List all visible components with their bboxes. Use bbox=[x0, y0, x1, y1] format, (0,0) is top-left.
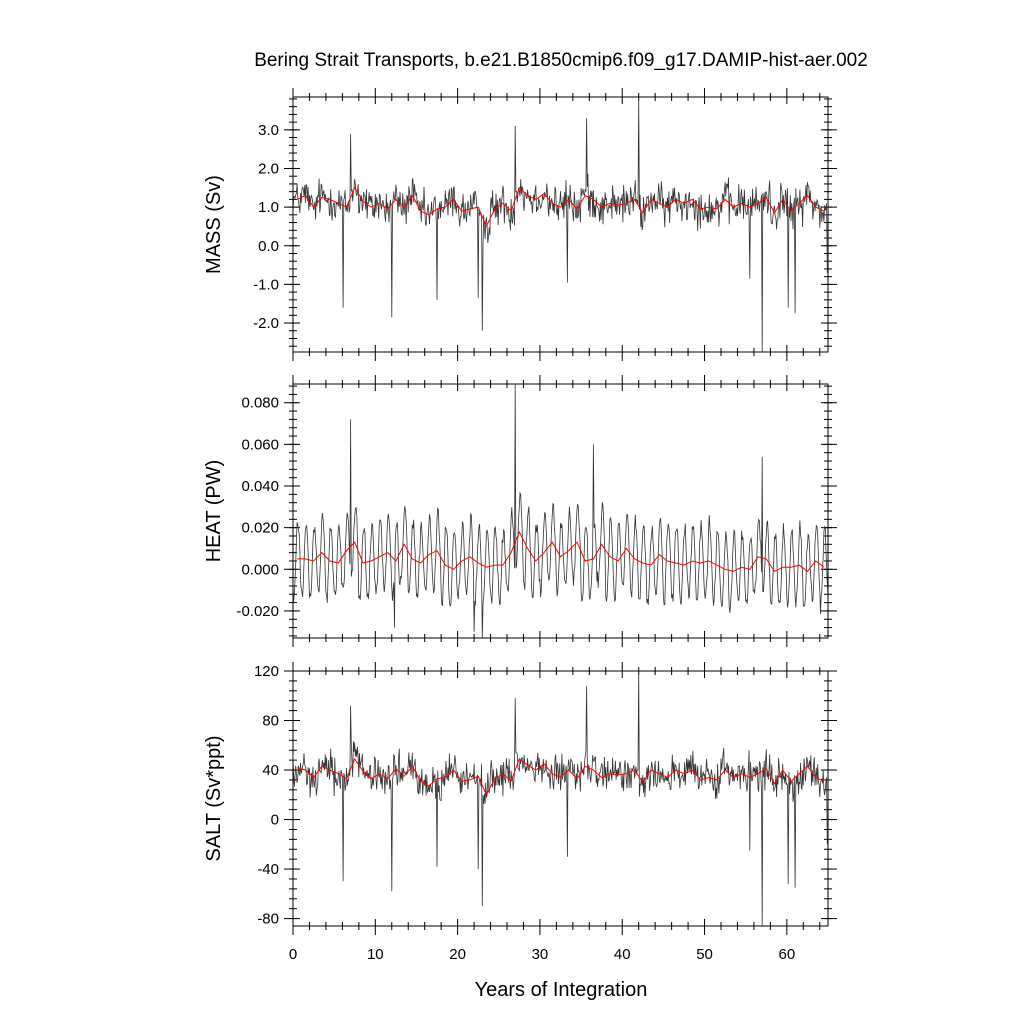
y-tick-label-salt: -80 bbox=[257, 911, 279, 928]
y-tick-label-salt: 120 bbox=[254, 663, 279, 680]
panel-heat: 0.080 0.060 0.040 0.020 0.000 -0.020 HEAT (PW) bbox=[203, 375, 837, 647]
y-tick-label-salt: -40 bbox=[257, 861, 279, 878]
x-axis-title: Years of Integration bbox=[475, 979, 648, 1001]
monthly-series-line-salt bbox=[293, 670, 828, 927]
x-tick-label: 20 bbox=[449, 946, 466, 963]
plot-frame-mass bbox=[292, 96, 829, 353]
monthly-series-line-mass bbox=[293, 96, 828, 353]
y-axis-title-salt: SALT (Sv*ppt) bbox=[203, 736, 225, 862]
y-tick-label-heat: 0.040 bbox=[241, 478, 279, 495]
annual-mean-line-mass bbox=[296, 186, 825, 228]
y-tick-label-heat: -0.020 bbox=[236, 603, 279, 620]
y-tick-label-mass: 0.0 bbox=[258, 238, 279, 255]
y-tick-label-salt: 0 bbox=[271, 812, 279, 829]
y-tick-label-mass: 3.0 bbox=[258, 122, 279, 139]
x-tick-label: 10 bbox=[367, 946, 384, 963]
x-tick-label: 40 bbox=[614, 946, 631, 963]
y-axis-title-heat: HEAT (PW) bbox=[203, 460, 225, 563]
annual-mean-line-salt bbox=[296, 757, 825, 796]
panel-mass: 3.0 2.0 1.0 0.0 -1.0 -2.0 MASS (Sv) bbox=[203, 88, 837, 361]
y-tick-label-mass: 2.0 bbox=[258, 160, 279, 177]
y-tick-label-mass: 1.0 bbox=[258, 199, 279, 216]
panel-salt: 120 80 40 0 -40 -80 SALT (Sv*ppt) bbox=[203, 662, 837, 935]
y-axis-title-mass: MASS (Sv) bbox=[203, 175, 225, 274]
y-tick-label-mass: -1.0 bbox=[253, 276, 279, 293]
annual-mean-line-heat bbox=[297, 530, 825, 573]
x-tick-label: 60 bbox=[779, 946, 796, 963]
y-tick-label-heat: 0.020 bbox=[241, 520, 279, 537]
y-tick-label-heat: 0.080 bbox=[241, 395, 279, 412]
y-tick-label-salt: 80 bbox=[262, 713, 279, 730]
chart-title: Bering Strait Transports, b.e21.B1850cmi… bbox=[254, 50, 868, 71]
y-tick-label-heat: 0.060 bbox=[241, 436, 279, 453]
x-tick-label: 50 bbox=[696, 946, 713, 963]
monthly-series-line-heat bbox=[293, 383, 828, 639]
x-tick-label: 30 bbox=[532, 946, 549, 963]
y-tick-label-heat: 0.000 bbox=[241, 561, 279, 578]
y-tick-label-mass: -2.0 bbox=[253, 315, 279, 332]
x-tick-label: 0 bbox=[289, 946, 297, 963]
plot-frame-salt bbox=[292, 670, 829, 927]
y-tick-label-salt: 40 bbox=[262, 762, 279, 779]
